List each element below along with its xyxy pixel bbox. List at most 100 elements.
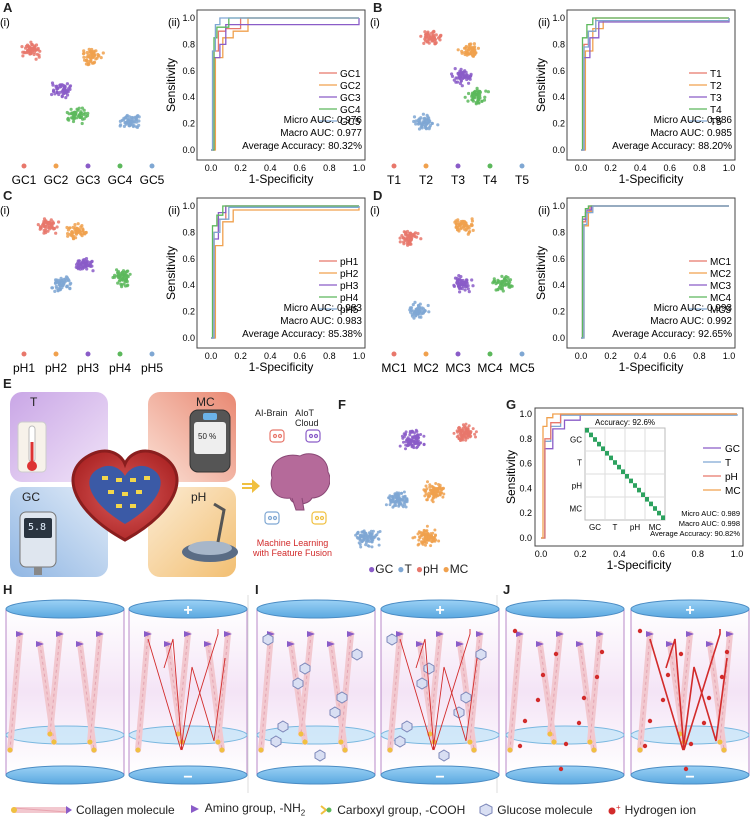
scatter-point [462, 434, 466, 438]
scatter-point [459, 433, 463, 437]
scatter-point [428, 37, 432, 41]
class-marker [487, 351, 493, 357]
scatter-point [87, 47, 91, 52]
amino-icon [726, 631, 734, 637]
amino-icon [190, 805, 199, 814]
carboxyl-icon [717, 739, 723, 745]
scatter-point [74, 232, 78, 236]
amino-icon [666, 641, 674, 647]
scatter-point [63, 280, 67, 284]
glucose-icon [299, 662, 311, 675]
scatter-point [82, 117, 86, 121]
scatter-point [466, 232, 470, 236]
scatter-point [388, 494, 392, 498]
scatter-point [423, 30, 427, 34]
scatter-point [455, 429, 459, 433]
scatter-point [456, 279, 460, 283]
cm-col-label: pH [630, 523, 640, 532]
scatter-point [122, 124, 126, 128]
scatter-point [424, 543, 427, 547]
scatter-point [92, 50, 96, 54]
scatter-point [459, 275, 463, 279]
scatter-point [410, 444, 414, 447]
scatter-point [113, 273, 117, 277]
scatter-point [428, 483, 432, 487]
scatter-point [424, 127, 428, 131]
scatter-point [101, 51, 105, 55]
y-tick-label: 0.0 [552, 333, 565, 343]
micro-auc: Micro AUC: 0.983 [284, 303, 363, 314]
glucose-icon [329, 706, 341, 719]
scatter-point [409, 237, 413, 241]
scatter-point [94, 49, 98, 53]
top-electrode [505, 599, 625, 619]
scatter-point [480, 99, 484, 103]
scatter-point [413, 300, 417, 304]
y-tick-label: 0.8 [519, 434, 532, 444]
scatter-point [414, 309, 418, 313]
scatter-point [89, 58, 93, 62]
scatter-point [438, 491, 442, 495]
scatter-point [412, 316, 416, 320]
cm-diag-cell [633, 483, 637, 488]
scatter-point [81, 229, 85, 233]
scatter-point [467, 81, 471, 85]
scatter-point [419, 433, 423, 436]
x-tick-label: 0.8 [693, 163, 706, 173]
class-label: T4 [483, 173, 497, 187]
class-label: pH1 [13, 361, 35, 375]
amino-icon [204, 641, 212, 647]
scatter-point [120, 273, 125, 277]
legend-gc: ●GC [368, 562, 394, 576]
scatter-point [36, 223, 40, 227]
legend-label: MC1 [710, 257, 732, 268]
scatter-point [70, 230, 74, 234]
class-marker [519, 163, 525, 169]
scatter-point [399, 502, 403, 506]
cm-row-label: MC [570, 505, 583, 514]
minus-icon: − [685, 769, 694, 786]
panel-label-A: A [3, 0, 13, 15]
plus-icon: + [435, 602, 444, 619]
scatter-point [36, 46, 40, 51]
scatter-point [32, 52, 36, 57]
scatter-point [424, 484, 428, 488]
cm-diag-cell [621, 469, 625, 474]
carboxyl-icon [637, 747, 643, 753]
scatter-point [452, 283, 456, 287]
cm-diag-cell [657, 510, 661, 516]
scatter-point [433, 528, 437, 532]
scatter-point [432, 493, 436, 497]
cm-diag-cell [629, 478, 633, 484]
scatter-point [501, 289, 505, 293]
scatter-point [366, 544, 370, 548]
amino-icon [307, 631, 315, 637]
scatter-point [74, 111, 78, 115]
class-label: T3 [451, 173, 465, 187]
micro-auc: Micro AUC: 0.976 [284, 115, 363, 126]
class-label: pH5 [141, 361, 163, 375]
class-label: MC5 [509, 361, 535, 375]
scatter-point [434, 487, 438, 490]
scatter-point [450, 72, 454, 76]
ml-line1: Machine Learning [256, 538, 329, 548]
y-tick-label: 0.8 [552, 227, 565, 237]
scatter-point [76, 222, 80, 226]
scatter-point [30, 43, 34, 47]
scatter-point [425, 529, 429, 533]
scatter-point [432, 29, 436, 33]
x-tick-label: 1.0 [723, 351, 736, 361]
y-tick-label: 0.0 [519, 533, 532, 543]
scatter-point [117, 276, 121, 280]
scatter-point [471, 427, 475, 431]
amino-icon [164, 641, 172, 647]
carboxyl-icon [387, 747, 393, 753]
x-tick-label: 0.8 [323, 351, 336, 361]
glucose-icon [475, 648, 487, 661]
scatter-point [430, 121, 434, 125]
glucose-icon [292, 677, 304, 690]
scatter-point [467, 91, 471, 96]
scatter-point [459, 227, 463, 231]
roc-frame [534, 407, 744, 547]
carboxyl-icon [507, 747, 513, 753]
